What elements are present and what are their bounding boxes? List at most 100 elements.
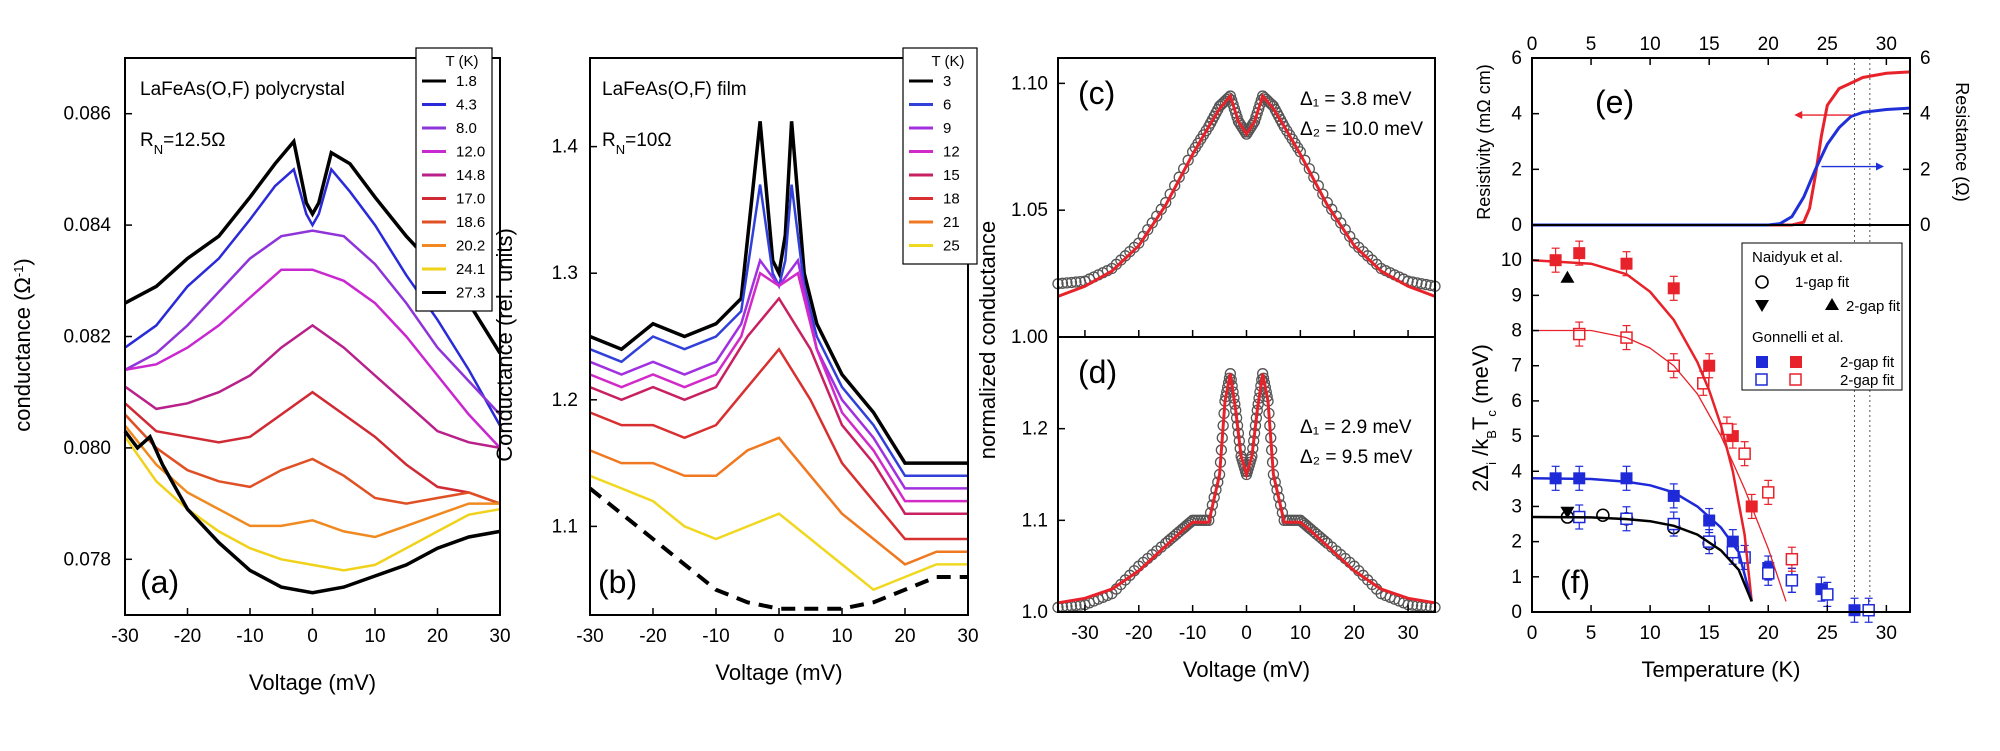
panel-f-frame [1531,224,1911,613]
panel-f-point [1862,603,1875,617]
panel-b-ylabel: Conductance (rel. units) [492,228,517,462]
panel-c-data-point [1061,277,1073,289]
panel-a-title: LaFeAs(O,F) polycrystal [140,79,345,100]
panel-f-legend-box [1741,242,1903,391]
panel-e-ytick-right-label: 0 [1920,215,1931,236]
panel-a-legend-label: 4.3 [456,97,477,114]
series-a-12.0 [124,268,501,449]
panel-c-data-point [1247,117,1259,130]
panel-f-ytick-label: 8 [1511,321,1522,342]
series-b-21 [589,436,968,566]
panel-d-data-point [1189,514,1201,526]
panel-d-xtick-label: 30 [1398,623,1419,644]
panel-c-data-point [1065,276,1078,289]
series-b-25 [589,474,968,592]
panel-f-xtick-label: 25 [1817,623,1838,644]
panel-d-ytick-label: 1.2 [1022,419,1048,440]
panel-f-ytick-label: 10 [1501,250,1522,271]
panel-e-xtick-top-label: 15 [1699,34,1720,55]
panel-f-fit-red-thin [1532,329,1787,602]
panel-f-legend-open-circle [1755,275,1769,289]
panel-a-xtick-label: -30 [111,626,138,647]
panel-f-ytick-label: 6 [1511,391,1522,412]
panel-a-legend-label: 12.0 [456,144,485,161]
panel-e-ylabel-right: Resistance (Ω) [1952,82,1972,202]
panel-e-xtick-top-label: 5 [1586,34,1597,55]
panel-f-point [1560,270,1575,283]
panel-a-annotation: RN=12.5Ω [140,130,225,157]
panel-f-ylabel: 2Δi /kBTc (meV) [1468,344,1499,492]
panel-c-annotation-2: Δ₂ = 10.0 meV [1300,119,1423,140]
panel-e-xtick-top-label: 0 [1527,34,1538,55]
panel-e-label: (e) [1595,84,1634,120]
panel-f-xtick-label: 15 [1699,623,1720,644]
panel-b-legend-label: 12 [943,144,960,161]
panel-a-ytick-label: 0.078 [63,549,111,570]
panel-f-xtick-label: 5 [1586,623,1597,644]
panel-f-point [1785,552,1799,566]
panel-a-legend-label: 20.2 [456,238,485,255]
panel-d-annotation-1: Δ₁ = 2.9 meV [1300,417,1412,438]
panel-f-point [1785,574,1799,587]
panel-f-ytick-label: 7 [1511,356,1522,377]
panel-a-ylabel: conductance (Ω-1) [10,258,35,432]
panel-d-ytick-label: 1.0 [1022,602,1048,623]
panel-c-label: (c) [1078,75,1115,111]
panel-f-point [1596,508,1610,523]
panel-d-label: (d) [1078,354,1117,390]
series-b-15 [589,296,968,515]
panel-e-xtick-top-label: 20 [1758,34,1779,55]
series-a-18.6 [124,413,501,505]
panel-a-ytick-label: 0.084 [63,215,111,236]
panel-f-point [1573,327,1586,341]
series-e-resistivity [1532,70,1911,227]
panel-e-ytick-label: 4 [1511,104,1522,125]
series-b-3 [589,121,968,465]
panel-f-point [1703,514,1716,527]
panel-b-ytick-label: 1.4 [552,137,579,158]
panel-b-xtick-label: -10 [702,626,729,647]
panel-b-legend-box [902,47,978,265]
panel-a-legend-label: 18.6 [456,214,485,231]
panel-b-ytick-label: 1.1 [552,516,578,537]
panel-b-xtick-label: -20 [639,626,666,647]
panel-f: 0 5 10 15 20 25 30 0 1 2 3 4 5 6 7 8 9 10 Temperature (K) 2… [1468,224,1911,682]
series-a-27.3 [123,430,501,595]
panel-f-label: (f) [1560,564,1590,600]
panel-d-data-point [1195,514,1207,526]
panel-f-point [1762,486,1775,499]
panel-f-legend-red-filled [1790,356,1802,368]
panel-e-arrowhead-right [1876,162,1885,171]
panel-b-legend-label: 25 [943,238,960,255]
panel-b-xlabel: Voltage (mV) [715,660,842,685]
panel-b-legend-label: 3 [943,73,951,90]
panel-d-xtick-label: -10 [1179,623,1206,644]
panel-b: -30 -20 -10 0 10 20 30 1.1 1.2 1.3 1.4 Voltage (mV)… [492,47,979,685]
panel-a-legend-label: 27.3 [456,285,485,302]
panel-f-legend-item: 2-gap fit [1840,372,1895,389]
panel-f-fit-black [1531,515,1753,602]
panel-e-xtick-top-label: 30 [1876,34,1897,55]
panel-f-ytick-label: 9 [1511,285,1522,306]
series-b-12 [589,271,968,503]
panel-c-fit-line [1057,92,1436,298]
panel-f-xtick-label: 10 [1640,623,1661,644]
panel-f-legend-down-triangle [1755,300,1769,312]
panel-b-annotation: RN=10Ω [602,130,672,157]
panel-e-ytick-label: 6 [1511,48,1522,69]
panel-e-ytick-right-label: 2 [1920,159,1931,180]
panel-f-point [1667,282,1680,295]
panel-d-data-point [1278,514,1290,526]
panel-c-data-point [1411,277,1423,289]
panel-a-xtick-label: 20 [427,626,448,647]
panel-b-label: (b) [598,564,637,600]
panel-f-ytick-label: 3 [1511,496,1522,517]
panel-a-ytick-label: 0.086 [63,104,111,125]
panel-c-data-point [1264,97,1276,109]
panel-d-data-point [1203,514,1215,526]
panel-a-legend-label: 14.8 [456,167,485,184]
panel-a-legend-label: 1.8 [456,73,477,90]
panel-b-legend-title: T (K) [931,53,964,70]
panel-c-ylabel: normalized conductance [975,221,1000,459]
